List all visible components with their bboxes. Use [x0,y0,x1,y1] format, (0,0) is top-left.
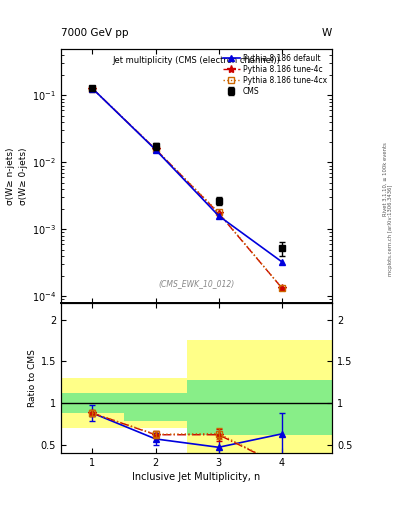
Y-axis label: Ratio to CMS: Ratio to CMS [28,349,37,407]
Line: Pythia 8.186 tune-4cx: Pythia 8.186 tune-4cx [90,86,285,290]
Text: mcplots.cern.ch [arXiv:1306.3436]: mcplots.cern.ch [arXiv:1306.3436] [388,185,393,276]
Legend: Pythia 8.186 default, Pythia 8.186 tune-4c, Pythia 8.186 tune-4cx, CMS: Pythia 8.186 default, Pythia 8.186 tune-… [221,52,328,97]
X-axis label: Inclusive Jet Multiplicity, n: Inclusive Jet Multiplicity, n [132,472,261,482]
Text: (CMS_EWK_10_012): (CMS_EWK_10_012) [158,279,235,288]
Text: W: W [322,28,332,38]
Pythia 8.186 tune-4c [216,210,221,216]
Text: Jet multiplicity (CMS (electron channel)): Jet multiplicity (CMS (electron channel)… [112,56,281,65]
Pythia 8.186 tune-4cx [279,285,284,291]
Pythia 8.186 tune-4c [90,86,95,92]
Text: 7000 GeV pp: 7000 GeV pp [61,28,129,38]
Pythia 8.186 tune-4cx [153,146,158,152]
Y-axis label: σ(W≥ n-jets)
σ(W≥ 0-jets): σ(W≥ n-jets) σ(W≥ 0-jets) [6,147,28,204]
Pythia 8.186 default [153,146,158,153]
Pythia 8.186 default [216,212,221,219]
Pythia 8.186 tune-4cx [90,86,95,92]
Pythia 8.186 default [279,259,284,265]
Text: Rivet 3.1.10, ≥ 100k events: Rivet 3.1.10, ≥ 100k events [383,142,387,216]
Line: Pythia 8.186 tune-4c: Pythia 8.186 tune-4c [88,84,286,292]
Pythia 8.186 tune-4cx [216,209,221,216]
Line: Pythia 8.186 default: Pythia 8.186 default [90,86,285,264]
Pythia 8.186 default [90,86,95,92]
Pythia 8.186 tune-4c [153,146,158,152]
Pythia 8.186 tune-4c [279,285,284,291]
